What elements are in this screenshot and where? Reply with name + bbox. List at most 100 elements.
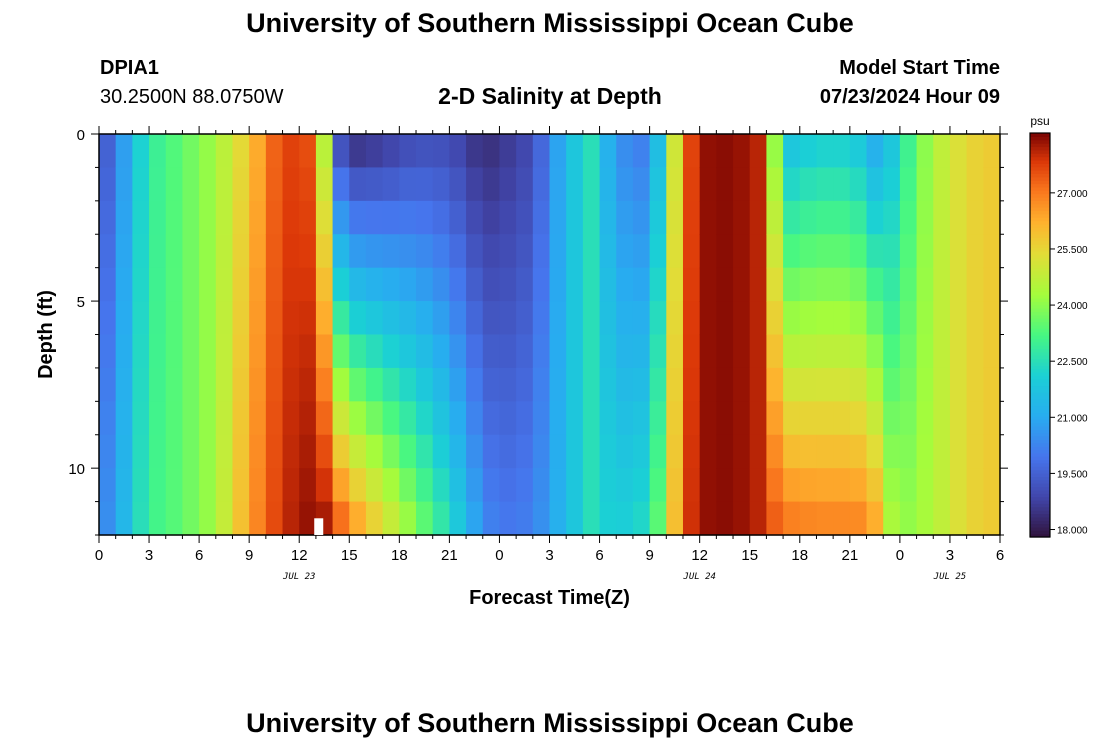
heatmap-cells — [99, 134, 1001, 536]
heatmap-cell — [733, 134, 751, 169]
heatmap-cell — [349, 501, 367, 536]
model-start-label: Model Start Time — [839, 57, 1000, 79]
heatmap-cell — [299, 234, 317, 269]
heatmap-cell — [566, 167, 584, 202]
heatmap-cell — [949, 234, 968, 269]
heatmap-cell — [916, 134, 934, 169]
heatmap-cell — [149, 367, 167, 402]
heatmap-cell — [332, 401, 350, 436]
heatmap-cell — [933, 367, 951, 402]
heatmap-cell — [149, 200, 167, 235]
heatmap-cell — [349, 401, 367, 436]
heatmap-cell — [833, 301, 851, 336]
colorbar-segment — [1030, 207, 1050, 212]
colorbar-segment — [1030, 378, 1050, 383]
heatmap-cell — [582, 234, 601, 269]
heatmap-cell — [649, 401, 667, 436]
heatmap-cell — [616, 468, 634, 503]
heatmap-cell — [866, 301, 884, 336]
heatmap-cell — [516, 501, 534, 536]
heatmap-cell — [182, 367, 200, 402]
heatmap-cell — [666, 134, 684, 169]
heatmap-cell — [149, 434, 167, 469]
heatmap-cell — [933, 334, 951, 369]
heatmap-cell — [949, 367, 968, 402]
heatmap-cell — [265, 334, 284, 369]
heatmap-cell — [466, 234, 484, 269]
colorbar-segment — [1030, 530, 1050, 535]
heatmap-cell — [132, 200, 150, 235]
x-tick-label: 3 — [145, 547, 153, 564]
x-tick-label: 15 — [741, 547, 758, 564]
heatmap-cell — [149, 167, 167, 202]
heatmap-cell — [616, 301, 634, 336]
heatmap-cell — [115, 334, 133, 369]
heatmap-cell — [466, 134, 484, 169]
heatmap-cell — [199, 401, 217, 436]
heatmap-cell — [649, 367, 667, 402]
colorbar-segment — [1030, 506, 1050, 511]
heatmap-cell — [766, 334, 784, 369]
heatmap-cell — [516, 167, 534, 202]
heatmap-cell — [332, 267, 350, 302]
colorbar-segment — [1030, 136, 1050, 141]
heatmap-cell — [816, 134, 834, 169]
colorbar-tick-label: 19.500 — [1057, 469, 1088, 480]
x-tick-label: 21 — [841, 547, 858, 564]
heatmap-cell — [699, 334, 717, 369]
colorbar-segment — [1030, 277, 1050, 282]
heatmap-cell — [215, 334, 234, 369]
heatmap-cell — [115, 200, 133, 235]
heatmap-cell — [466, 334, 484, 369]
heatmap-cell — [299, 501, 317, 536]
heatmap-cell — [149, 267, 167, 302]
heatmap-cell — [983, 468, 1001, 503]
heatmap-cell — [783, 234, 801, 269]
heatmap-cell — [199, 200, 217, 235]
x-tick-label: 12 — [291, 547, 308, 564]
colorbar-segment — [1030, 466, 1050, 471]
colorbar-segment — [1030, 338, 1050, 343]
x-tick-label: 0 — [95, 547, 103, 564]
colorbar-segment — [1030, 516, 1050, 521]
heatmap-cell — [382, 468, 400, 503]
heatmap-cell — [749, 134, 768, 169]
x-tick-label: 12 — [691, 547, 708, 564]
heatmap-cell — [165, 167, 184, 202]
colorbar-segment — [1030, 446, 1050, 451]
colorbar-segment — [1030, 388, 1050, 393]
colorbar-segment — [1030, 479, 1050, 484]
heatmap-cell — [382, 200, 400, 235]
heatmap-cell — [649, 267, 667, 302]
heatmap-cell — [349, 301, 367, 336]
colorbar-segment — [1030, 240, 1050, 245]
heatmap-cell — [249, 267, 267, 302]
heatmap-cell — [416, 134, 434, 169]
heatmap-cell — [833, 167, 851, 202]
heatmap-cell — [733, 200, 751, 235]
station-coordinates: 30.2500N 88.0750W — [100, 86, 284, 108]
heatmap-cell — [899, 234, 918, 269]
heatmap-cell — [516, 134, 534, 169]
heatmap-cell — [549, 267, 567, 302]
y-tick-label: 0 — [77, 127, 85, 144]
heatmap-cell — [215, 301, 234, 336]
heatmap-cell — [632, 200, 651, 235]
heatmap-cell — [599, 501, 617, 536]
heatmap-cell — [182, 134, 200, 169]
colorbar-segment — [1030, 368, 1050, 373]
heatmap-cell — [149, 501, 167, 536]
heatmap-cell — [833, 501, 851, 536]
heatmap-cell — [582, 167, 601, 202]
heatmap-cell — [899, 301, 918, 336]
heatmap-cell — [983, 367, 1001, 402]
heatmap-cell — [649, 501, 667, 536]
heatmap-cell — [265, 367, 284, 402]
heatmap-cell — [299, 401, 317, 436]
heatmap-cell — [482, 468, 501, 503]
x-axis: 0 3 6 9 12 15 18 21 0 3 6 9 12 15 18 21 0 3 6 JUL 23 JUL 24 J… — [95, 126, 1004, 582]
heatmap-cell — [749, 401, 768, 436]
heatmap-cell — [249, 367, 267, 402]
heatmap-cell — [199, 234, 217, 269]
heatmap-cell — [966, 200, 984, 235]
